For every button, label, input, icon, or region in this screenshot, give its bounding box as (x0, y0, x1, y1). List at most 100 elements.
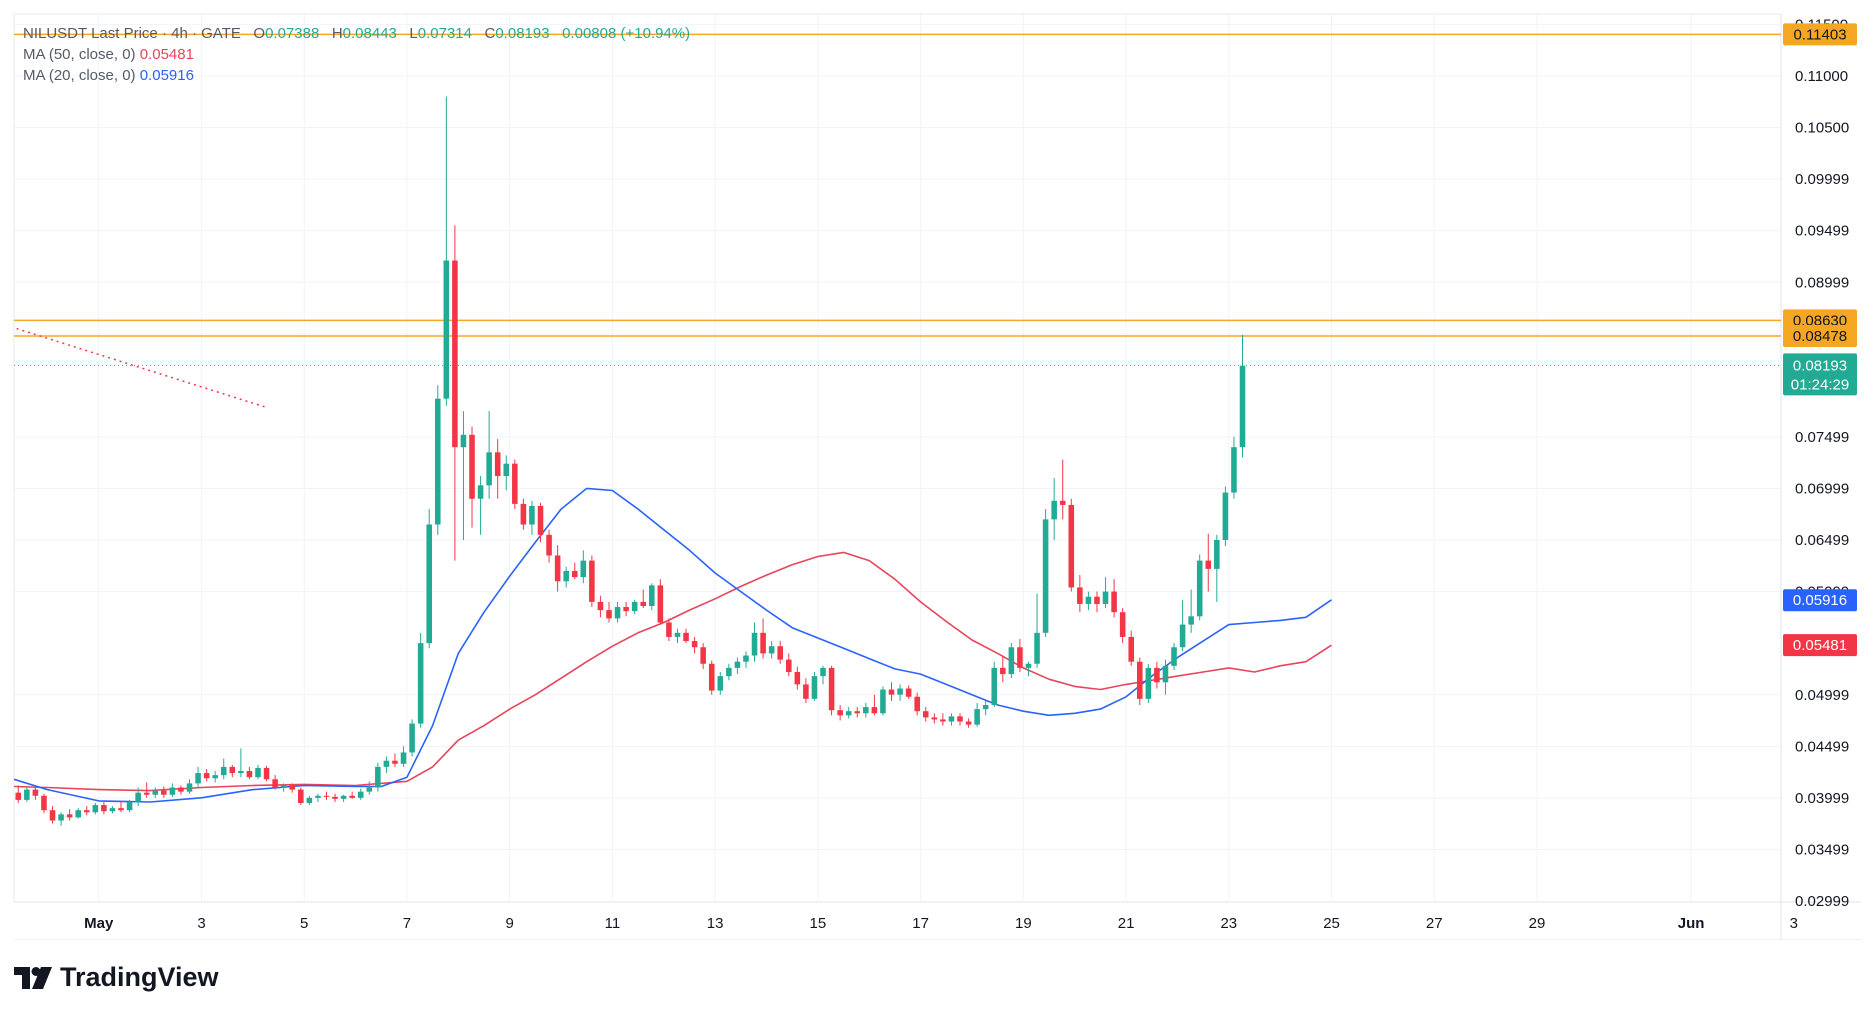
candle-body (1239, 365, 1246, 448)
horizontal-levels[interactable] (14, 33, 1781, 366)
candle-body (914, 696, 920, 712)
candle (220, 758, 227, 780)
candle (1077, 575, 1083, 613)
candle (1000, 655, 1006, 683)
candle-body (375, 766, 381, 788)
candle-body (589, 560, 595, 602)
time-tick-label: 9 (506, 915, 514, 932)
candle-body (1214, 539, 1220, 569)
ma50-polyline (13, 551, 1332, 792)
candle-body (400, 752, 407, 764)
candle (434, 385, 441, 535)
time-axis[interactable]: May 3 5 7 9 11 13 15 17 19 21 23 25 27 29 Jun 3 (84, 915, 1798, 932)
trendline[interactable] (16, 327, 269, 409)
candle-body (1179, 624, 1186, 648)
candle (1008, 643, 1015, 679)
candle-body (974, 709, 980, 725)
candle (426, 509, 432, 649)
candle (66, 809, 73, 821)
exchange-label: GATE (201, 25, 241, 42)
candle (957, 713, 963, 726)
candle-body (512, 463, 518, 504)
candle-body (178, 787, 184, 792)
candle (246, 766, 253, 780)
candle (15, 785, 22, 803)
candle (674, 628, 681, 644)
tradingview-logo[interactable]: TradingView (14, 962, 219, 993)
low-label: L (409, 25, 418, 42)
level-tag-bg (1783, 324, 1857, 347)
candle (400, 746, 407, 767)
interval-label[interactable]: 4h (171, 25, 188, 42)
candle-body (606, 610, 612, 619)
candle (845, 707, 852, 719)
price-tick-label: 0.10500 (1795, 119, 1849, 136)
candle-body (143, 792, 150, 795)
candle (392, 753, 398, 767)
candle-body (298, 789, 304, 803)
candle (1162, 659, 1169, 695)
last-price-tag-text: 0.08193 (1793, 357, 1847, 374)
ma20-legend-row[interactable]: MA (20, close, 0) 0.05916 (23, 65, 690, 86)
candle-body (229, 766, 236, 774)
candle-body (1042, 519, 1049, 633)
candle-body (460, 434, 467, 448)
candle-body (306, 797, 313, 803)
candle (452, 225, 458, 561)
change-value: 0.00808 (+10.94%) (562, 25, 691, 42)
candle-body (75, 810, 81, 818)
time-tick-label: 19 (1015, 915, 1032, 932)
candle (366, 781, 373, 795)
candle (1085, 591, 1092, 611)
candle (905, 685, 912, 699)
price-chart[interactable]: 0.115000.110000.105000.099990.094990.089… (0, 0, 1876, 940)
candle-body (880, 689, 886, 714)
candle (409, 719, 415, 757)
candle-body (743, 655, 749, 662)
time-tick-label: 15 (810, 915, 827, 932)
chart-canvas[interactable]: 0.115000.110000.105000.099990.094990.089… (0, 0, 1876, 940)
candle-body (169, 787, 176, 795)
candle-body (666, 622, 672, 637)
candle (332, 793, 338, 802)
tradingview-logo-text: TradingView (60, 962, 219, 992)
ma50-legend-row[interactable]: MA (50, close, 0) 0.05481 (23, 44, 690, 65)
candle (554, 545, 561, 592)
candle-body (871, 707, 878, 714)
candle-body (426, 524, 432, 644)
chart-legend: NILUSDT Last Price · 4h · GATE O0.07388 … (23, 23, 690, 86)
candle-body (238, 771, 244, 774)
candle-body (469, 434, 475, 499)
candle (751, 622, 758, 662)
ma20-legend-value: 0.05916 (139, 67, 194, 84)
candle-body (1196, 560, 1203, 617)
candle-body (529, 505, 535, 525)
candle (743, 651, 749, 668)
symbol-label[interactable]: NILUSDT Last Price (23, 25, 158, 42)
high-label: H (331, 25, 343, 42)
candle-body (392, 760, 398, 764)
candle-body (657, 585, 664, 623)
time-tick-label: 27 (1426, 915, 1443, 932)
ma20-legend-label: MA (20, close, 0) (23, 67, 136, 84)
ma-tag: 0.05916 (1783, 589, 1857, 612)
candle (195, 766, 201, 788)
time-tick-label: 7 (403, 915, 411, 932)
candle-body (1094, 596, 1100, 604)
candle-body (195, 773, 201, 784)
countdown-text: 01:24:29 (1791, 376, 1849, 393)
candle-body (118, 808, 124, 811)
candle (1239, 334, 1246, 458)
candle-body (854, 711, 861, 714)
price-axis[interactable]: 0.115000.110000.105000.099990.094990.089… (1795, 16, 1849, 910)
candle (940, 713, 946, 726)
candle-body (691, 641, 698, 648)
ma-tag-bg (1783, 634, 1857, 657)
candle (948, 713, 955, 726)
candle (1102, 577, 1109, 609)
price-tick-label: 0.09499 (1795, 223, 1849, 240)
candle-body (614, 607, 621, 619)
candle-body (931, 717, 938, 720)
time-tick-label: 5 (300, 915, 308, 932)
candle-body (957, 716, 963, 722)
